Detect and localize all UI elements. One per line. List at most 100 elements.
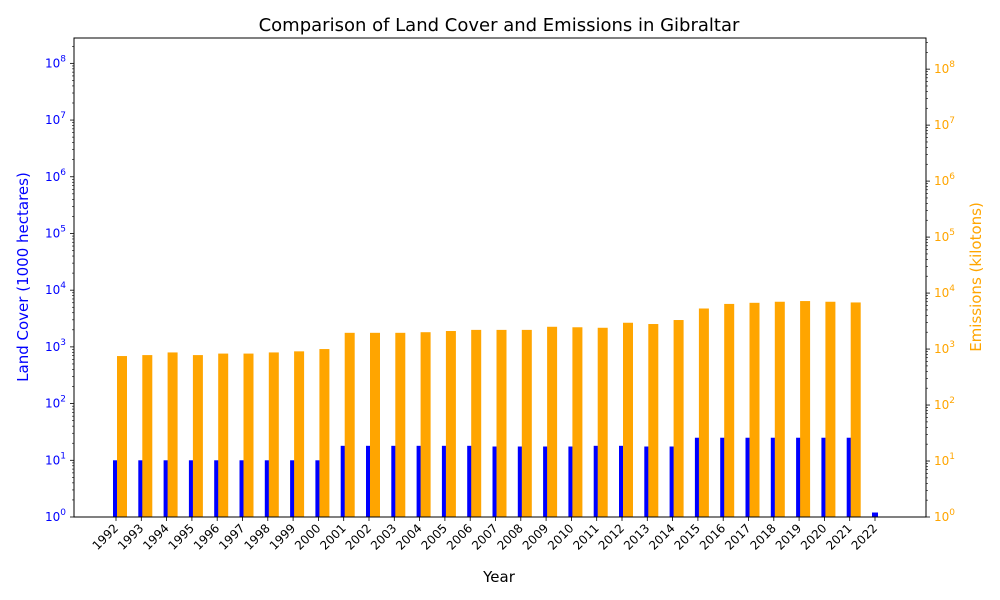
right-y-axis-title: Emissions (kilotons)	[967, 202, 985, 352]
land-cover-bar	[492, 446, 499, 517]
x-tick-label: 2002	[343, 521, 374, 552]
emissions-bar	[243, 353, 254, 517]
left-y-axis-title: Land Cover (1000 hectares)	[14, 172, 32, 382]
land-cover-bar	[188, 460, 195, 517]
right-tick-label: 102	[934, 396, 955, 412]
x-tick-label: 2021	[823, 521, 854, 552]
emissions-bar	[294, 351, 305, 517]
emissions-bar	[724, 303, 735, 517]
land-cover-bar	[593, 445, 600, 517]
right-y-axis: 100 101 102 103 104 105 106 107 108	[926, 42, 955, 524]
x-tick-label: 2018	[747, 521, 778, 552]
x-tick-label: 2020	[798, 521, 829, 552]
left-tick-label: 102	[45, 395, 66, 411]
x-tick-label: 1997	[216, 521, 247, 552]
left-tick-label: 103	[45, 338, 66, 354]
emissions-bar	[218, 353, 229, 517]
x-tick-label: 2015	[672, 521, 703, 552]
emissions-bar	[420, 332, 431, 517]
land-cover-bar	[391, 445, 398, 517]
emissions-bar	[142, 355, 153, 517]
x-tick-label: 2017	[722, 521, 753, 552]
emissions-bar	[850, 302, 861, 517]
right-tick-label: 101	[934, 452, 955, 468]
land-cover-bar	[720, 437, 727, 517]
x-tick-label: 2008	[494, 521, 525, 552]
emissions-bar	[471, 329, 482, 517]
x-tick-label: 2022	[849, 521, 880, 552]
x-tick-label: 2016	[697, 521, 728, 552]
x-axis-title: Year	[482, 568, 516, 586]
emissions-bar	[673, 320, 684, 517]
land-cover-bar	[340, 445, 347, 517]
emissions-bar	[319, 349, 330, 517]
right-tick-label: 107	[934, 116, 955, 132]
x-tick-label: 2011	[570, 521, 601, 552]
land-cover-bar	[770, 437, 777, 517]
land-cover-bar	[366, 445, 372, 517]
x-tick-label: 2019	[773, 521, 804, 552]
left-y-axis: 100 101 102 103 104 105 106 107 108	[45, 45, 74, 524]
land-cover-bar	[239, 460, 246, 517]
land-cover-bar	[138, 460, 145, 517]
right-tick-label: 104	[934, 284, 955, 300]
emissions-bar	[623, 322, 633, 517]
emissions-bar	[167, 352, 178, 517]
right-tick-label: 100	[934, 508, 955, 524]
land-cover-bar	[846, 437, 853, 517]
emissions-bar	[597, 327, 608, 517]
land-cover-bar	[441, 445, 448, 517]
x-tick-label: 1992	[90, 521, 121, 552]
x-tick-label: 2001	[317, 521, 348, 552]
x-tick-label: 1996	[191, 521, 222, 552]
emissions-bar	[445, 331, 456, 517]
right-tick-label: 108	[934, 60, 955, 76]
land-cover-bar	[264, 460, 271, 517]
x-tick-label: 2009	[520, 521, 551, 552]
x-tick-label: 2007	[469, 521, 500, 552]
left-tick-label: 104	[45, 281, 66, 297]
land-cover-bar	[619, 445, 625, 517]
emissions-bar	[521, 329, 532, 517]
land-cover-bar	[543, 446, 550, 517]
land-cover-bar	[745, 437, 752, 517]
land-cover-bar	[214, 460, 221, 517]
emissions-bar	[825, 301, 836, 517]
emissions-bar	[800, 301, 811, 517]
x-tick-label: 1993	[115, 521, 146, 552]
land-cover-bar	[290, 460, 297, 517]
plot-frame	[73, 37, 927, 518]
left-tick-label: 101	[45, 451, 66, 467]
land-cover-bar	[669, 446, 676, 517]
plot-area	[73, 37, 927, 518]
land-cover-bar	[694, 437, 701, 517]
x-tick-label: 1999	[267, 521, 298, 552]
emissions-bar	[648, 324, 659, 517]
land-cover-bar	[644, 446, 651, 517]
emissions-bar	[547, 326, 558, 517]
x-tick-label: 2000	[292, 521, 323, 552]
land-cover-bar	[315, 460, 322, 517]
land-cover-bar	[467, 445, 474, 517]
emissions-bar	[496, 329, 507, 517]
x-tick-label: 1998	[241, 521, 272, 552]
emissions-bar	[395, 332, 406, 517]
x-tick-label: 1995	[166, 521, 197, 552]
land-cover-bar	[821, 437, 828, 517]
x-tick-label: 2013	[621, 521, 652, 552]
land-cover-bar	[416, 445, 423, 517]
land-cover-bar	[872, 512, 878, 517]
left-tick-label: 107	[45, 111, 66, 127]
emissions-bar	[192, 355, 203, 517]
emissions-bar	[117, 356, 127, 517]
left-tick-label: 108	[45, 54, 66, 70]
x-tick-label: 2012	[596, 521, 627, 552]
x-axis: 1992199319941995199619971998199920002001…	[90, 517, 880, 553]
x-tick-label: 2004	[393, 521, 424, 552]
emissions-bar	[268, 352, 279, 517]
emissions-bar	[749, 302, 760, 517]
left-tick-label: 105	[45, 224, 66, 240]
left-tick-label: 106	[45, 168, 66, 184]
x-tick-label: 2010	[545, 521, 576, 552]
